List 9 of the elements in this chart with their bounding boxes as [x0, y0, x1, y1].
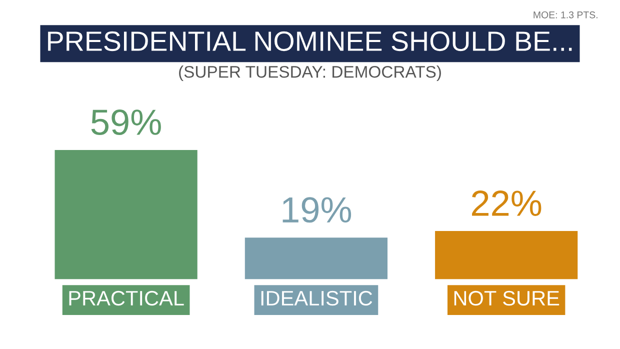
x-tick-label: PRACTICAL [69, 290, 184, 306]
x-tick-label: NOT SURE [454, 290, 560, 306]
data-label: 19% [282, 197, 352, 223]
data-label: 22% [472, 190, 542, 216]
text: MOE: 1.3 PTS. [534, 11, 598, 18]
data-label: 59% [91, 109, 161, 136]
x-tick-label: IDEALISTIC [261, 290, 372, 306]
chart-subtitle: (SUPER TUESDAY: DEMOCRATS) [179, 66, 441, 82]
chart-title: PRESIDENTIAL NOMINEE SHOULD BE... [48, 31, 572, 52]
